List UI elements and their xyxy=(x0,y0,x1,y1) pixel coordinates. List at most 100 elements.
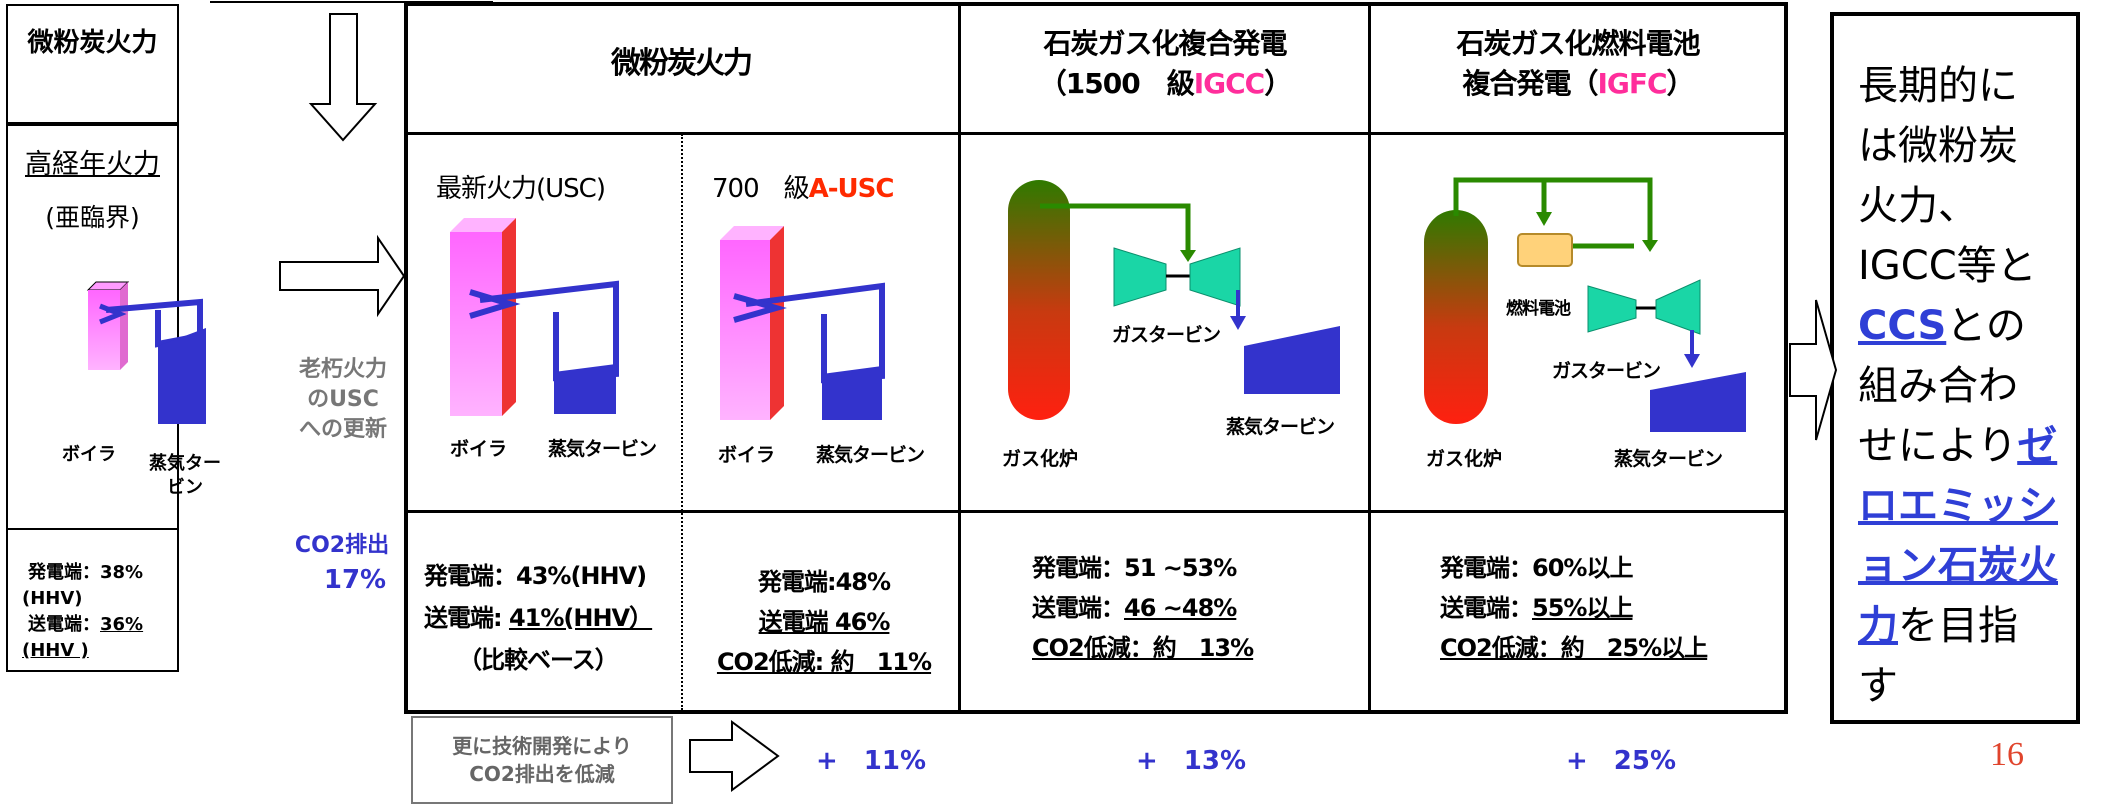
ausc-eff-line1: 発電端:48% xyxy=(757,568,891,596)
ausc-boiler-icon xyxy=(720,226,784,420)
old-boiler-icon xyxy=(86,281,130,370)
igcc-eff-line1: 発電端：51 ~53% xyxy=(1032,554,1237,582)
left-divider xyxy=(6,528,179,530)
col3-header-line1: 石炭ガス化燃料電池 xyxy=(1456,27,1700,60)
col2-header-highlight: IGCC xyxy=(1193,67,1265,100)
igcc-steam-pipe-arrow xyxy=(1230,316,1246,330)
igfc-gas-turbine-icon-2 xyxy=(1655,279,1701,335)
ausc-eff-line2: 送電端 46% xyxy=(758,608,891,636)
old-eff-send-prefix: 発電端： xyxy=(28,562,100,583)
conclusion-arrow xyxy=(1789,299,1838,441)
col3-header: 石炭ガス化燃料電池 複合発電（IGFC） xyxy=(1372,24,1784,104)
igcc-steam-turbine-label: 蒸気タービン xyxy=(1226,416,1335,438)
old-pipe-z xyxy=(99,303,127,325)
igfc-fuel-cell-icon xyxy=(1517,233,1573,267)
comparison-table xyxy=(404,2,1788,714)
igfc-gasifier-label: ガス化炉 xyxy=(1426,448,1503,470)
ausc-title-pre: 700 級 xyxy=(712,174,810,204)
igfc-gas-pipe-arrow-2 xyxy=(1642,240,1658,252)
ausc-title: 700 級A-USC xyxy=(712,168,895,205)
usc-pipe-z xyxy=(469,289,521,319)
col1-header: 微粉炭火力 xyxy=(611,46,753,81)
old-eff-send-value: 38% xyxy=(100,562,144,583)
igfc-gas-pipe-arrow-1 xyxy=(1536,212,1552,226)
tech-arrow xyxy=(689,720,780,792)
igcc-gasifier-label: ガス化炉 xyxy=(1002,448,1079,470)
usc-boiler-label: ボイラ xyxy=(450,438,508,460)
col3-header-pre: 複合発電（ xyxy=(1462,67,1598,100)
col3-header-highlight: IGFC xyxy=(1597,67,1667,100)
igcc-steam-turbine-icon xyxy=(1244,326,1340,394)
igfc-gas-pipe xyxy=(1453,177,1653,244)
conclusion-text-3: を目指 す xyxy=(1858,603,2018,709)
ausc-efficiency: 発電端:48% 送電端 46% CO2低減: 約 11% xyxy=(690,562,958,682)
usc-turbine-icon xyxy=(554,364,616,414)
igcc-gas-pipe-arrow xyxy=(1180,250,1196,262)
igfc-efficiency: 発電端：60%以上 送電端：55%以上 CO2低減：約 25%以上 xyxy=(1440,548,1708,668)
usc-eff-line3: （比較ベース） xyxy=(458,646,619,674)
old-boiler-label: ボイラ xyxy=(62,444,116,465)
ausc-title-highlight: A-USC xyxy=(808,174,895,204)
ausc-turbine-label: 蒸気タービン xyxy=(816,444,925,466)
plus-11: + 11% xyxy=(816,746,927,776)
igfc-gas-turbine-label: ガスタービン xyxy=(1552,360,1661,382)
igfc-eff-line2-value: 55%以上 xyxy=(1532,594,1633,622)
igfc-fuel-cell-label: 燃料電池 xyxy=(1506,299,1571,319)
table-col-divider-2 xyxy=(1368,2,1371,714)
igcc-eff-line2-pre: 送電端： xyxy=(1032,594,1125,622)
usc-eff-line2-pre: 送電端: xyxy=(424,604,503,632)
old-efficiency: 発電端：38% (HHV) 送電端：36% (HHV ) xyxy=(22,560,188,664)
col2-header-pre: （1500 級 xyxy=(1038,67,1195,100)
plus-13: + 13% xyxy=(1136,746,1247,776)
co2-value: 17% xyxy=(323,565,387,595)
plus-25: + 25% xyxy=(1566,746,1677,776)
table-col-divider-1 xyxy=(958,2,961,714)
igfc-gasifier-icon xyxy=(1424,210,1488,424)
igfc-steam-pipe-arrow xyxy=(1684,354,1700,368)
conclusion-text-2: との 組み合わ せにより xyxy=(1858,303,2026,469)
old-eff-send-unit: (HHV) xyxy=(22,588,83,609)
igcc-gas-pipe xyxy=(1040,203,1191,254)
zero-emission-link[interactable]: ゼロエミッション石炭火力 xyxy=(1858,423,2058,649)
old-plant-label: 高経年火力 xyxy=(25,149,160,180)
ccs-link[interactable]: CCS xyxy=(1858,303,1947,349)
usc-eff-line1: 発電端：43%(HHV) xyxy=(424,562,647,590)
igfc-eff-line1: 発電端：60%以上 xyxy=(1440,554,1633,582)
igfc-steam-turbine-label: 蒸気タービン xyxy=(1614,448,1723,470)
igcc-eff-line3: CO2低減：約 13% xyxy=(1032,634,1254,662)
igfc-eff-line3: CO2低減：約 25%以上 xyxy=(1440,634,1708,662)
down-arrow xyxy=(308,13,378,142)
col2-header-line1: 石炭ガス化複合発電 xyxy=(1043,27,1287,60)
igfc-eff-line2-pre: 送電端： xyxy=(1440,594,1533,622)
igcc-eff-line2-value: 46 ~48% xyxy=(1124,594,1237,622)
usc-title: 最新火力(USC) xyxy=(436,174,606,204)
old-turbine-icon xyxy=(158,328,206,424)
old-eff-trans-prefix: 送電端： xyxy=(28,614,100,635)
ausc-pipe-z xyxy=(733,293,787,323)
ausc-turbine-icon xyxy=(822,366,882,420)
col2-header: 石炭ガス化複合発電 （1500 級IGCC） xyxy=(962,24,1368,104)
old-turbine-label: 蒸気ター ビン xyxy=(149,453,221,498)
conclusion-panel xyxy=(1830,12,2080,724)
igfc-steam-turbine-icon xyxy=(1650,372,1746,432)
old-plant-sub: (亜臨界) xyxy=(45,203,140,232)
igfc-gas-turbine-icon xyxy=(1587,285,1637,333)
usc-efficiency: 発電端：43%(HHV) 送電端: 41%(HHV） （比較ベース） xyxy=(424,555,653,681)
page-number: 16 xyxy=(1990,736,2024,773)
igcc-efficiency: 発電端：51 ~53% 送電端：46 ~48% CO2低減：約 13% xyxy=(1032,548,1254,668)
usc-turbine-label: 蒸気タービン xyxy=(548,438,657,460)
ausc-eff-line3: CO2低減: 約 11% xyxy=(716,648,932,676)
usc-eff-line2-value: 41%(HHV） xyxy=(508,604,653,632)
table-header-divider xyxy=(404,132,1788,135)
co2-label: CO2排出 xyxy=(294,533,390,558)
usc-boiler-icon xyxy=(450,218,516,416)
table-mid-divider xyxy=(404,510,1788,513)
old-eff-trans-value: 36% xyxy=(100,614,144,635)
igcc-gasifier-icon xyxy=(1008,180,1070,420)
ausc-boiler-label: ボイラ xyxy=(718,444,776,466)
old-eff-trans-unit: (HHV ) xyxy=(22,640,89,661)
upgrade-arrow xyxy=(279,234,406,318)
conclusion-text-1: 長期的に は微粉炭 火力、 IGCC等と xyxy=(1858,63,2037,289)
igcc-gas-turbine-label: ガスタービン xyxy=(1112,324,1221,346)
